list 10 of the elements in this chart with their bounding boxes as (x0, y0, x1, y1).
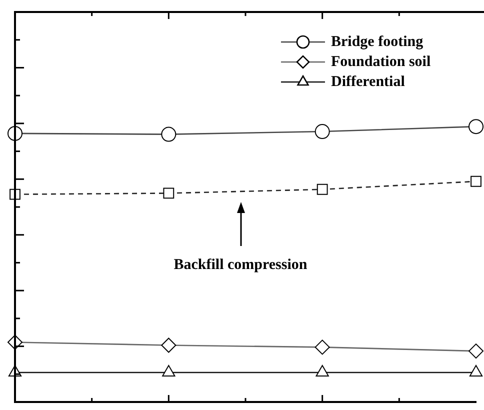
point (469, 365, 483, 377)
legend-label: Differential (331, 74, 405, 90)
legend-label: Foundation soil (331, 54, 431, 70)
point (163, 188, 174, 199)
point (316, 184, 328, 195)
annotation: Backfill compression (174, 256, 308, 273)
point (316, 365, 329, 377)
point (470, 176, 482, 187)
legend-label: Bridge footing (331, 34, 424, 50)
point (162, 365, 176, 377)
